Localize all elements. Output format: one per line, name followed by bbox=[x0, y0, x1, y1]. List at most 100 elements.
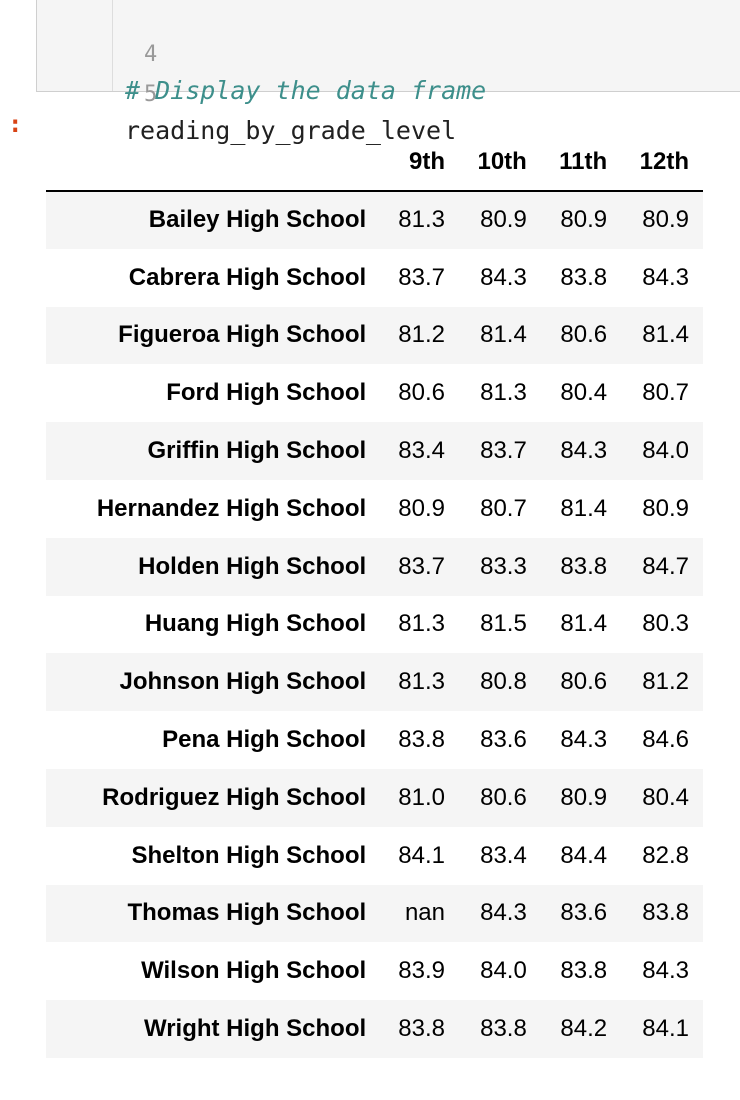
row-index-label: Shelton High School bbox=[131, 841, 367, 869]
table-cell: 81.3 bbox=[398, 610, 445, 638]
line-number-gutter bbox=[37, 0, 113, 91]
table-cell: nan bbox=[404, 899, 445, 927]
table-cell: 80.8 bbox=[480, 668, 527, 696]
table-row: Thomas High School nan 84.3 83.6 83.8 bbox=[46, 884, 703, 943]
row-index-label: Bailey High School bbox=[148, 206, 367, 234]
table-cell: 83.8 bbox=[480, 1015, 527, 1043]
table-cell: 82.8 bbox=[642, 841, 689, 869]
table-cell: 83.7 bbox=[398, 552, 445, 580]
table-header: 9th 10th 11th 12th bbox=[46, 134, 703, 192]
table-row: Cabrera High School 83.7 84.3 83.8 84.3 bbox=[46, 249, 703, 307]
column-header: 11th bbox=[540, 134, 622, 192]
table-cell: 81.3 bbox=[398, 668, 445, 696]
dataframe-table: 9th 10th 11th 12th Bailey High School 81.… bbox=[46, 134, 703, 1058]
table-row: Griffin High School 83.4 83.7 84.3 84.0 bbox=[46, 422, 703, 480]
row-index-label: Griffin High School bbox=[147, 437, 367, 465]
table-cell: 80.4 bbox=[560, 379, 608, 407]
table-cell: 84.3 bbox=[480, 263, 527, 291]
table-cell: 83.7 bbox=[398, 263, 445, 291]
code-comment[interactable]: # Display the data frame bbox=[125, 76, 487, 105]
table-cell: 81.3 bbox=[398, 206, 445, 234]
row-index-label: Hernandez High School bbox=[96, 494, 367, 522]
table-cell: 81.2 bbox=[642, 668, 689, 696]
table-cell: 83.3 bbox=[480, 552, 527, 580]
row-index-label: Johnson High School bbox=[119, 668, 367, 696]
table-cell: 83.8 bbox=[398, 726, 445, 754]
table-row: Shelton High School 84.1 83.4 84.4 82.8 bbox=[46, 827, 703, 885]
table-row: Figueroa High School 81.2 81.4 80.6 81.4 bbox=[46, 306, 703, 365]
table-cell: 83.7 bbox=[480, 437, 527, 465]
table-cell: 83.8 bbox=[560, 957, 608, 985]
table-cell: 83.8 bbox=[398, 1015, 445, 1043]
row-index-label: Holden High School bbox=[138, 552, 367, 580]
dataframe-output: 9th 10th 11th 12th Bailey High School 81.… bbox=[46, 134, 703, 1058]
table-row: Holden High School 83.7 83.3 83.8 84.7 bbox=[46, 537, 703, 596]
table-cell: 81.4 bbox=[560, 610, 608, 638]
column-header: 10th bbox=[458, 134, 541, 192]
table-cell: 84.2 bbox=[560, 1015, 608, 1043]
table-cell: 83.9 bbox=[398, 957, 445, 985]
table-cell: 84.3 bbox=[642, 263, 689, 291]
row-index-label: Wright High School bbox=[143, 1015, 367, 1043]
table-cell: 80.9 bbox=[560, 783, 608, 811]
table-row: Johnson High School 81.3 80.8 80.6 81.2 bbox=[46, 653, 703, 712]
header-row: 9th 10th 11th 12th bbox=[46, 134, 703, 192]
table-row: Ford High School 80.6 81.3 80.4 80.7 bbox=[46, 364, 703, 422]
table-cell: 80.6 bbox=[560, 321, 608, 349]
table-cell: 81.3 bbox=[480, 379, 527, 407]
output-prompt: : bbox=[8, 110, 23, 138]
table-cell: 84.3 bbox=[560, 726, 608, 754]
table-cell: 80.7 bbox=[642, 379, 689, 407]
table-cell: 80.6 bbox=[398, 379, 445, 407]
table-cell: 80.9 bbox=[398, 494, 445, 522]
table-cell: 83.6 bbox=[560, 899, 608, 927]
table-cell: 80.9 bbox=[480, 206, 527, 234]
table-row: Huang High School 81.3 81.5 81.4 80.3 bbox=[46, 596, 703, 654]
row-index-label: Figueroa High School bbox=[118, 321, 367, 349]
table-cell: 80.6 bbox=[480, 783, 527, 811]
table-cell: 80.9 bbox=[642, 206, 689, 234]
row-index-label: Huang High School bbox=[144, 610, 367, 638]
code-cell[interactable]: 4 # Display the data frame 5 reading_by_… bbox=[36, 0, 740, 145]
table-cell: 80.7 bbox=[480, 494, 527, 522]
table-row: Wilson High School 83.9 84.0 83.8 84.3 bbox=[46, 942, 703, 1000]
index-header bbox=[46, 134, 381, 192]
table-cell: 84.0 bbox=[642, 437, 689, 465]
table-body: Bailey High School 81.3 80.9 80.9 80.9 Cabrer… bbox=[46, 191, 703, 1058]
row-index-label: Wilson High School bbox=[141, 957, 367, 985]
row-index-label: Cabrera High School bbox=[128, 263, 367, 291]
table-cell: 84.3 bbox=[642, 957, 689, 985]
table-cell: 84.3 bbox=[480, 899, 527, 927]
table-cell: 80.4 bbox=[642, 783, 689, 811]
table-cell: 80.9 bbox=[560, 206, 608, 234]
table-cell: 84.3 bbox=[560, 437, 608, 465]
column-header: 9th bbox=[380, 134, 459, 192]
table-cell: 83.6 bbox=[480, 726, 527, 754]
table-cell: 83.4 bbox=[398, 437, 445, 465]
table-cell: 84.1 bbox=[398, 841, 445, 869]
line-number: 5 bbox=[143, 82, 158, 107]
table-row: Bailey High School 81.3 80.9 80.9 80.9 bbox=[46, 191, 703, 249]
table-cell: 81.5 bbox=[480, 610, 527, 638]
table-cell: 84.7 bbox=[642, 552, 689, 580]
table-row: Wright High School 83.8 83.8 84.2 84.1 bbox=[46, 1000, 703, 1058]
table-cell: 81.4 bbox=[560, 494, 608, 522]
table-cell: 81.0 bbox=[398, 783, 445, 811]
table-cell: 83.8 bbox=[560, 552, 608, 580]
table-cell: 81.2 bbox=[398, 321, 445, 349]
table-cell: 84.6 bbox=[642, 726, 689, 754]
table-cell: 80.3 bbox=[642, 610, 689, 638]
table-cell: 81.4 bbox=[642, 321, 689, 349]
table-cell: 83.8 bbox=[642, 899, 689, 927]
row-index-label: Rodriguez High School bbox=[102, 783, 367, 811]
table-row: Pena High School 83.8 83.6 84.3 84.6 bbox=[46, 711, 703, 769]
table-cell: 81.4 bbox=[480, 321, 527, 349]
table-cell: 83.4 bbox=[480, 841, 527, 869]
table-cell: 84.1 bbox=[642, 1015, 689, 1043]
code-line[interactable]: 5 reading_by_grade_level bbox=[37, 41, 456, 145]
table-cell: 83.8 bbox=[560, 263, 608, 291]
table-cell: 80.9 bbox=[642, 494, 689, 522]
line-number: 4 bbox=[143, 42, 158, 67]
code-line[interactable]: 4 # Display the data frame bbox=[37, 1, 486, 105]
row-index-label: Ford High School bbox=[166, 379, 367, 407]
